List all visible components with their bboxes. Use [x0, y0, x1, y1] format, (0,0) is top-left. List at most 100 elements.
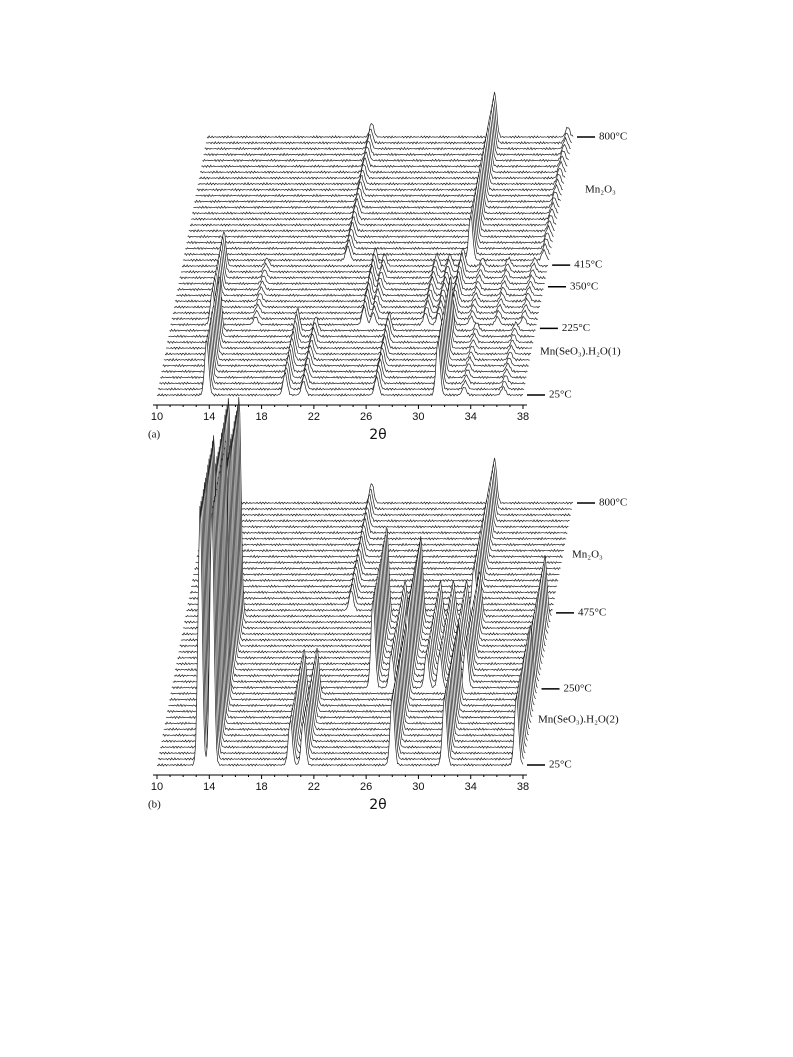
scan-trace: [160, 322, 527, 380]
panel-label: (b): [148, 799, 161, 811]
scan-trace: [182, 409, 550, 630]
x-tick-label: 18: [255, 781, 267, 793]
scan-trace: [204, 103, 571, 151]
x-tick-label: 34: [465, 411, 477, 423]
scan-trace: [201, 121, 568, 168]
scan-fill: [175, 265, 542, 304]
scan-trace: [201, 487, 568, 535]
temperature-label: 25°C: [549, 389, 572, 401]
temperature-label: 25°C: [549, 759, 572, 771]
temperature-label: 800°C: [599, 497, 627, 509]
scan-fill: [174, 272, 541, 310]
scan-trace: [194, 156, 561, 204]
panel-label: (a): [148, 429, 161, 441]
scan-trace: [195, 517, 562, 565]
scan-trace: [195, 150, 562, 198]
scan-trace: [170, 435, 537, 696]
scan-trace: [191, 535, 559, 583]
scan-trace: [168, 280, 535, 339]
scan-trace: [163, 304, 530, 362]
scan-trace: [191, 168, 559, 215]
scan-trace: [198, 132, 566, 180]
temperature-label: 800°C: [599, 131, 627, 143]
scan-trace: [156, 505, 524, 767]
scan-trace: [157, 500, 525, 761]
scan-trace: [180, 421, 548, 642]
scan-fill: [176, 259, 543, 298]
scan-trace: [191, 541, 558, 589]
scan-trace: [203, 109, 570, 157]
scan-trace: [166, 287, 534, 344]
scan-trace: [189, 179, 557, 227]
scan-trace: [186, 565, 553, 612]
scan-trace: [187, 191, 554, 239]
scan-trace: [159, 327, 526, 386]
scan-trace: [168, 448, 535, 708]
temperature-label: 225°C: [562, 322, 590, 334]
scan-trace: [157, 334, 525, 391]
scan-trace: [203, 475, 570, 523]
temperature-label: 250°C: [564, 682, 592, 694]
scan-trace: [188, 185, 555, 233]
scan-trace: [197, 505, 564, 553]
scan-trace: [187, 559, 554, 606]
x-tick-label: 22: [308, 411, 320, 423]
scan-trace: [179, 242, 546, 280]
scan-trace: [161, 482, 528, 743]
scan-trace: [196, 144, 563, 192]
phase-label: Mn(SeO₃).H₂O(1): [540, 346, 621, 358]
scan-fill: [207, 457, 573, 505]
scan-fill: [170, 289, 537, 327]
scan-trace: [197, 138, 565, 186]
scan-trace: [178, 247, 545, 286]
scan-trace: [172, 462, 540, 684]
x-tick-label: 26: [360, 781, 372, 793]
scan-trace: [166, 293, 533, 350]
x-tick-label: 38: [517, 411, 529, 423]
scan-trace: [185, 397, 552, 618]
x-tick-label: 14: [203, 411, 215, 423]
scan-trace: [178, 432, 545, 654]
x-tick-label: 38: [517, 781, 529, 793]
scan-trace: [176, 445, 543, 666]
x-tick-label: 14: [203, 781, 215, 793]
scan-trace: [184, 209, 551, 256]
x-tick-label: 10: [151, 781, 163, 793]
scan-trace: [160, 489, 527, 749]
scan-trace: [206, 457, 574, 505]
scan-fill: [179, 242, 546, 280]
scan-trace: [198, 499, 566, 547]
scan-trace: [172, 277, 540, 315]
scan-trace: [182, 215, 550, 262]
scan-trace: [202, 481, 569, 529]
scan-trace: [164, 464, 532, 726]
temperature-label: 415°C: [574, 259, 602, 271]
scan-trace: [191, 174, 558, 221]
scan-trace: [193, 162, 560, 210]
scan-trace: [169, 440, 536, 702]
scan-trace: [159, 496, 526, 755]
scan-trace: [205, 463, 572, 511]
scan-fill: [180, 236, 547, 274]
scan-trace: [163, 472, 531, 731]
scan-trace: [179, 428, 546, 648]
scan-trace: [173, 456, 541, 678]
temperature-label: 475°C: [578, 606, 606, 618]
x-tick-label: 30: [412, 781, 424, 793]
phase-label: Mn(SeO₃).H₂O(2): [538, 714, 619, 726]
scan-trace: [166, 458, 533, 720]
x-tick-label: 30: [412, 411, 424, 423]
scan-trace: [166, 454, 534, 714]
scan-trace: [164, 299, 532, 356]
scan-trace: [171, 282, 538, 321]
scan-trace: [161, 316, 528, 374]
x-tick-label: 18: [255, 411, 267, 423]
scan-trace: [194, 523, 561, 571]
scan-trace: [185, 203, 552, 251]
scan-trace: [188, 553, 555, 600]
scan-trace: [202, 115, 569, 163]
scan-trace: [205, 97, 573, 145]
scan-trace: [177, 253, 544, 292]
scan-fill: [207, 91, 573, 139]
